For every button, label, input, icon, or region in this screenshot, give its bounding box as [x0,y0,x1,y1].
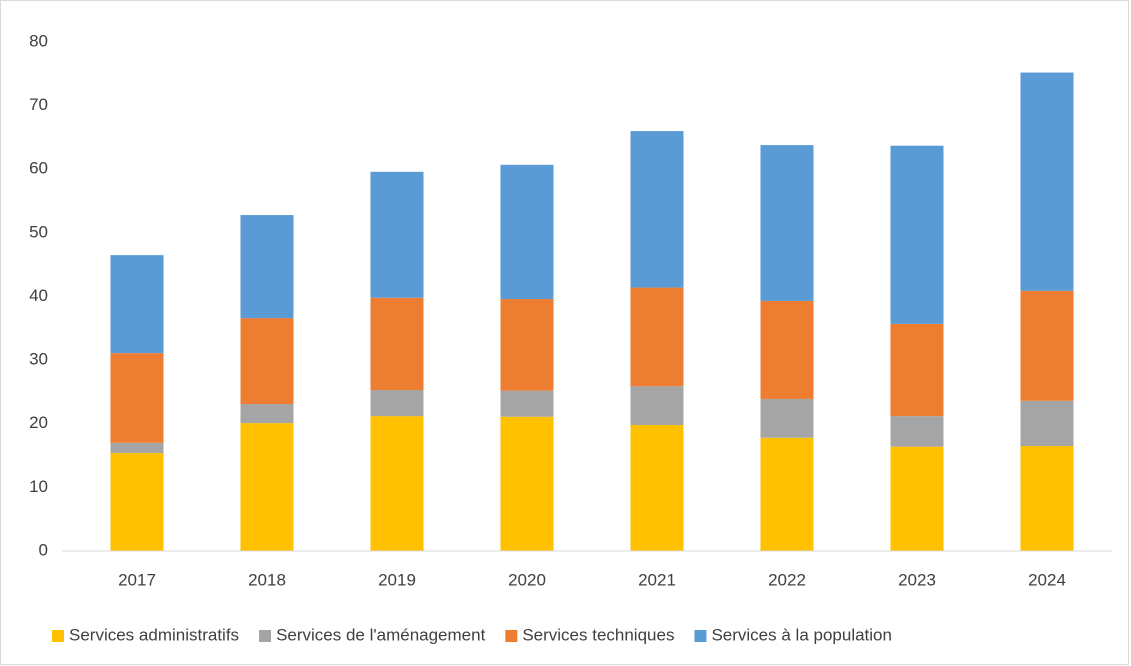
bar-segment [890,416,944,447]
bar-segment [760,398,814,438]
y-tick-label: 70 [29,95,48,114]
bar-segment [1020,290,1074,401]
legend-swatch [505,630,518,642]
x-tick-label: 2023 [898,570,936,589]
bar-segment [110,255,164,354]
x-tick-label: 2018 [248,570,286,589]
bar-segment [1020,400,1074,447]
y-tick-label: 60 [29,159,48,178]
bar-segment [630,425,684,551]
bar-segment [240,404,294,424]
y-tick-label: 0 [39,540,48,559]
x-tick-label: 2022 [768,570,806,589]
x-tick-label: 2024 [1028,570,1066,589]
bar-segment [110,353,164,443]
bar-segment [240,215,294,319]
y-tick-label: 20 [29,413,48,432]
y-tick-label: 80 [29,31,48,50]
x-tick-label: 2019 [378,570,416,589]
bar-segment [760,300,814,399]
bar-segment [630,287,684,387]
y-tick-label: 40 [29,286,48,305]
legend-swatch [259,630,272,642]
legend-label: Services techniques [522,625,674,644]
bar-segment [890,145,944,324]
x-tick-label: 2021 [638,570,676,589]
y-tick-label: 30 [29,350,48,369]
bar-segment [760,145,814,301]
bar-segment [890,323,944,417]
bar-segment [370,297,424,391]
y-tick-label: 50 [29,222,48,241]
bar-segment [240,423,294,551]
legend-label: Services à la population [711,625,892,644]
bar-segment [890,446,944,551]
bar-segment [500,416,554,551]
bar-segment [110,453,164,551]
bar-segment [760,437,814,551]
legend-label: Services administratifs [69,625,239,644]
bar-segment [500,299,554,391]
bar-segment [240,318,294,405]
bar-segment [500,164,554,300]
x-tick-label: 2020 [508,570,546,589]
bar-segment [110,442,164,454]
bar-segment [500,390,554,417]
legend-swatch [694,630,707,642]
bar-segment [1020,72,1074,291]
x-tick-label: 2017 [118,570,156,589]
bar-segment [630,131,684,288]
bar-segment [630,386,684,426]
bar-segment [370,171,424,298]
bar-segment [370,416,424,551]
legend-swatch [52,630,64,642]
y-tick-label: 10 [29,477,48,496]
bar-segment [1020,446,1074,551]
legend-label: Services de l'aménagement [276,625,486,644]
bar-segment [370,390,424,417]
